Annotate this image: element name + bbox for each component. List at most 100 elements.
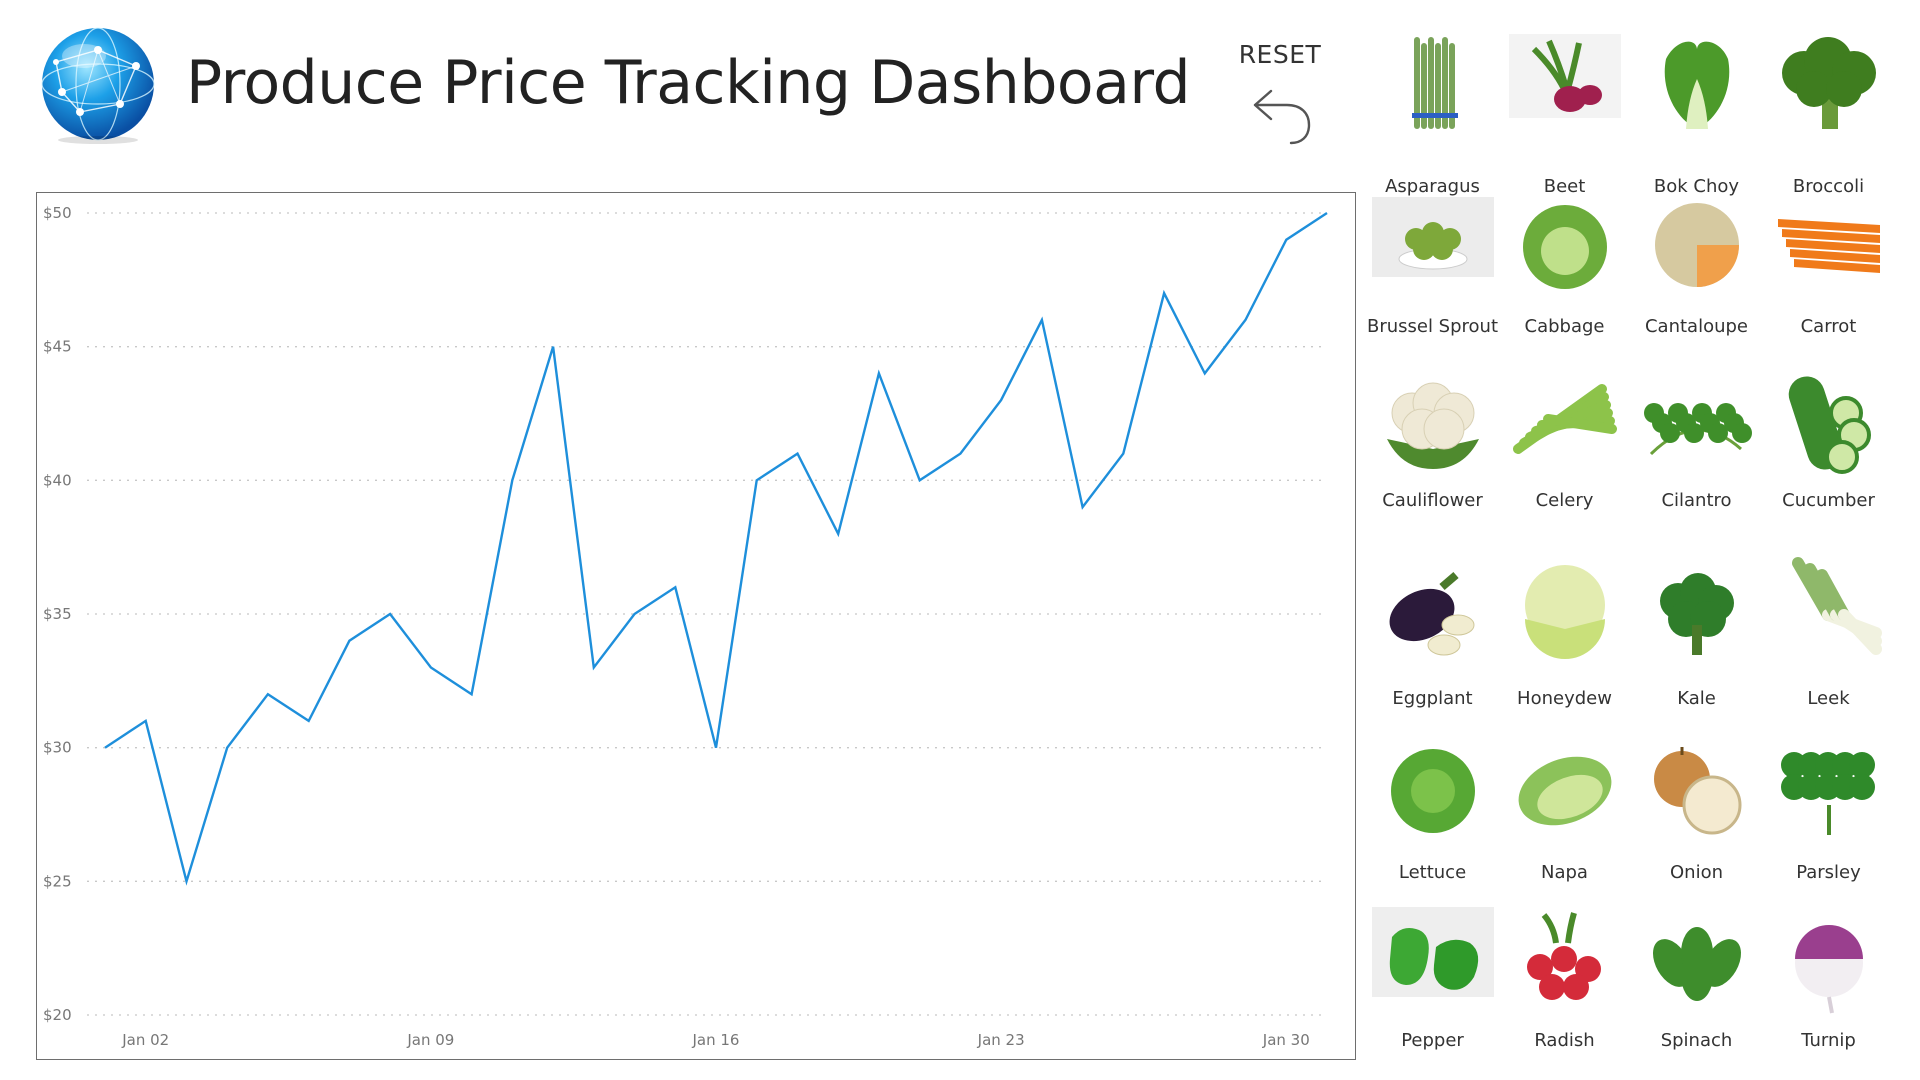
data-point[interactable] [1200,368,1210,378]
lettuce-icon [1390,749,1475,833]
reset-button[interactable]: RESET [1225,40,1335,160]
data-point[interactable] [385,609,395,619]
data-point[interactable] [955,449,965,459]
produce-tile-beet[interactable]: Beet [1497,28,1632,197]
produce-tile-parsley[interactable]: Parsley [1761,734,1896,883]
produce-label: Bok Choy [1653,176,1740,197]
data-point[interactable] [915,475,925,485]
produce-label: Leek [1807,688,1850,709]
produce-label: Turnip [1801,1030,1856,1051]
y-tick-label: $20 [43,1006,72,1024]
broccoli-icon [1781,37,1876,129]
data-point[interactable] [874,368,884,378]
y-tick-label: $50 [43,204,72,222]
data-point[interactable] [181,876,191,886]
produce-tile-brussel-sprout[interactable]: Brussel Sprout [1365,188,1500,337]
produce-tile-honeydew[interactable]: Honeydew [1497,554,1632,709]
produce-tile-turnip[interactable]: Turnip [1761,906,1896,1051]
produce-label: Lettuce [1398,862,1467,883]
produce-tile-lettuce[interactable]: Lettuce [1365,734,1500,883]
data-point[interactable] [1078,502,1088,512]
data-point[interactable] [589,662,599,672]
data-point[interactable] [263,689,273,699]
cilantro-icon [1643,403,1752,456]
y-tick-label: $45 [43,338,72,356]
data-point[interactable] [467,689,477,699]
produce-tile-cucumber[interactable]: Cucumber [1761,368,1896,511]
produce-label: Pepper [1401,1030,1464,1051]
y-tick-label: $25 [43,872,72,890]
data-point[interactable] [833,529,843,539]
produce-grid: Asparagus Beet Bok Choy Broccoli Brussel Spr… [1365,0,1920,1080]
produce-label: Onion [1670,862,1723,883]
produce-tile-napa[interactable]: Napa [1497,734,1632,883]
produce-tile-radish[interactable]: Radish [1497,906,1632,1051]
produce-label: Carrot [1800,316,1857,337]
data-point[interactable] [1322,208,1332,218]
produce-tile-pepper[interactable]: Pepper [1365,906,1500,1051]
data-point[interactable] [630,609,640,619]
data-point[interactable] [344,636,354,646]
kale-icon [1659,573,1734,655]
produce-tile-leek[interactable]: Leek [1761,554,1896,709]
produce-tile-cilantro[interactable]: Cilantro [1629,368,1764,511]
produce-tile-broccoli[interactable]: Broccoli [1761,28,1896,197]
x-tick-label: Jan 30 [1262,1031,1310,1049]
produce-tile-onion[interactable]: Onion [1629,734,1764,883]
produce-label: Honeydew [1517,688,1612,709]
data-point[interactable] [1241,315,1251,325]
data-point[interactable] [670,582,680,592]
leek-icon [1791,557,1882,655]
data-point[interactable] [1118,449,1128,459]
produce-label: Kale [1677,688,1716,709]
data-point[interactable] [548,342,558,352]
x-tick-label: Jan 23 [977,1031,1025,1049]
cabbage-icon [1522,205,1607,289]
produce-tile-cabbage[interactable]: Cabbage [1497,188,1632,337]
produce-tile-kale[interactable]: Kale [1629,554,1764,709]
data-point[interactable] [100,743,110,753]
produce-tile-celery[interactable]: Celery [1497,368,1632,511]
produce-tile-cauliflower[interactable]: Cauliflower [1365,368,1500,511]
data-point[interactable] [996,395,1006,405]
celery-icon [1512,384,1617,454]
data-point[interactable] [222,743,232,753]
y-tick-label: $30 [43,739,72,757]
produce-label: Cilantro [1661,490,1732,511]
produce-label: Cabbage [1524,316,1605,337]
data-point[interactable] [752,475,762,485]
produce-label: Cauliflower [1382,490,1483,511]
produce-tile-eggplant[interactable]: Eggplant [1365,554,1500,709]
produce-label: Spinach [1660,1030,1733,1051]
eggplant-icon [1389,571,1474,656]
y-tick-label: $35 [43,605,72,623]
undo-arrow-icon [1253,89,1311,145]
produce-tile-bok-choy[interactable]: Bok Choy [1629,28,1764,197]
honeydew-icon [1524,565,1605,659]
data-point[interactable] [1159,288,1169,298]
data-point[interactable] [141,716,151,726]
reset-label: RESET [1238,40,1322,69]
price-chart: $20 $25 $30 $35 $40 $45 $50 Jan 02 Jan 09 Jan 16 J… [36,192,1356,1060]
data-point[interactable] [792,449,802,459]
produce-label: Asparagus [1385,176,1480,197]
cantaloupe-icon [1654,203,1739,287]
produce-label: Beet [1543,176,1586,197]
beet-icon [1508,34,1621,118]
data-point[interactable] [711,743,721,753]
napa-icon [1518,756,1611,826]
cauliflower-icon [1386,382,1479,469]
brussel-sprout-icon [1371,197,1494,277]
produce-tile-carrot[interactable]: Carrot [1761,188,1896,337]
produce-label: Radish [1534,1030,1595,1051]
data-point[interactable] [507,475,517,485]
data-point[interactable] [426,662,436,672]
data-point[interactable] [1037,315,1047,325]
data-point[interactable] [1281,235,1291,245]
data-point[interactable] [304,716,314,726]
produce-tile-asparagus[interactable]: Asparagus [1365,28,1500,197]
x-tick-label: Jan 02 [121,1031,169,1049]
produce-tile-cantaloupe[interactable]: Cantaloupe [1629,188,1764,337]
produce-tile-spinach[interactable]: Spinach [1629,906,1764,1051]
produce-label: Brussel Sprout [1366,316,1499,337]
